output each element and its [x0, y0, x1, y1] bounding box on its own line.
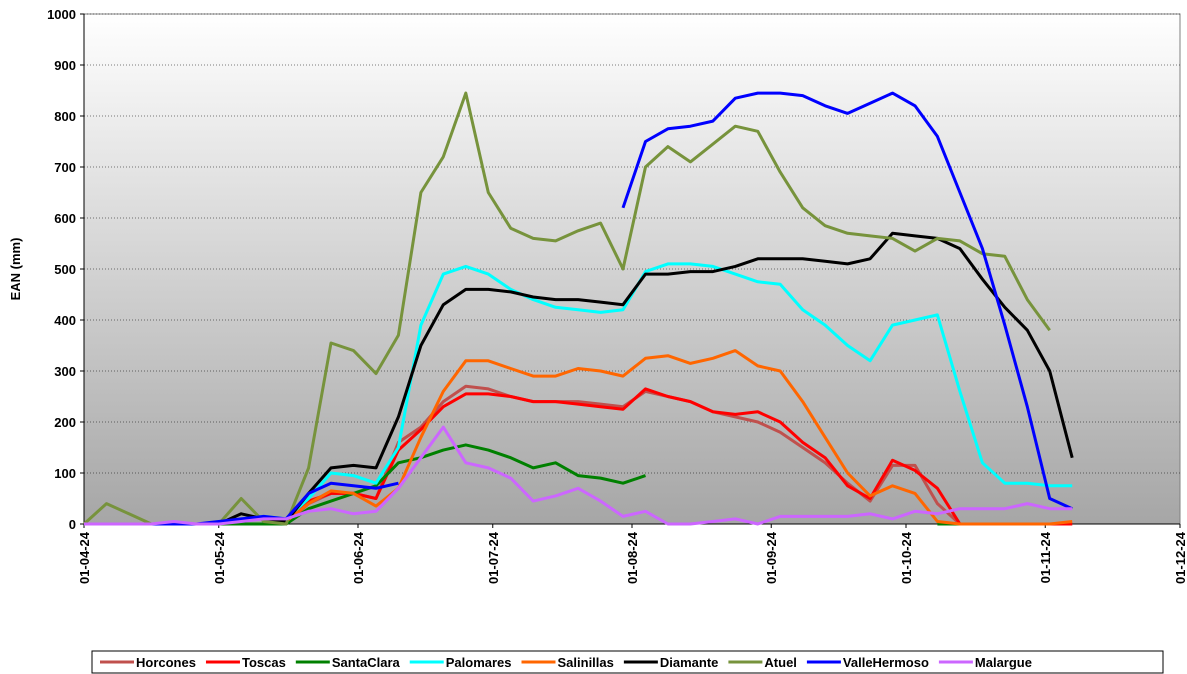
- y-tick-label: 200: [54, 415, 76, 430]
- legend-label: Salinillas: [558, 655, 614, 670]
- y-tick-label: 300: [54, 364, 76, 379]
- y-tick-label: 400: [54, 313, 76, 328]
- y-tick-label: 700: [54, 160, 76, 175]
- y-tick-label: 900: [54, 58, 76, 73]
- y-tick-label: 1000: [47, 7, 76, 22]
- legend-label: Toscas: [242, 655, 286, 670]
- plot-area: [83, 13, 1181, 525]
- x-tick-label: 01-10-24: [899, 531, 914, 584]
- legend-label: Diamante: [660, 655, 719, 670]
- series-line: [82, 91, 1051, 526]
- legend-label: Palomares: [446, 655, 512, 670]
- x-tick-label: 01-09-24: [764, 531, 779, 584]
- legend-label: ValleHermoso: [843, 655, 929, 670]
- x-tick-label: 01-08-24: [625, 531, 640, 584]
- x-tick-label: 01-12-24: [1173, 531, 1187, 584]
- legend-label: Horcones: [136, 655, 196, 670]
- legend-label: Malargue: [975, 655, 1032, 670]
- x-tick-label: 01-11-24: [1038, 531, 1053, 583]
- y-tick-label: 100: [54, 466, 76, 481]
- x-tick-label: 01-04-24: [77, 531, 92, 584]
- x-tick-label: 01-05-24: [212, 531, 227, 584]
- y-tick-label: 800: [54, 109, 76, 124]
- series-line: [84, 425, 1073, 526]
- legend-label: Atuel: [764, 655, 797, 670]
- series-line: [84, 231, 1074, 526]
- legend-label: SantaClara: [332, 655, 401, 670]
- y-axis-label: EAN (mm): [8, 238, 23, 301]
- y-tick-label: 0: [69, 517, 76, 532]
- y-tick-label: 600: [54, 211, 76, 226]
- x-tick-label: 01-06-24: [351, 531, 366, 584]
- x-tick-label: 01-07-24: [486, 531, 501, 584]
- y-tick-label: 500: [54, 262, 76, 277]
